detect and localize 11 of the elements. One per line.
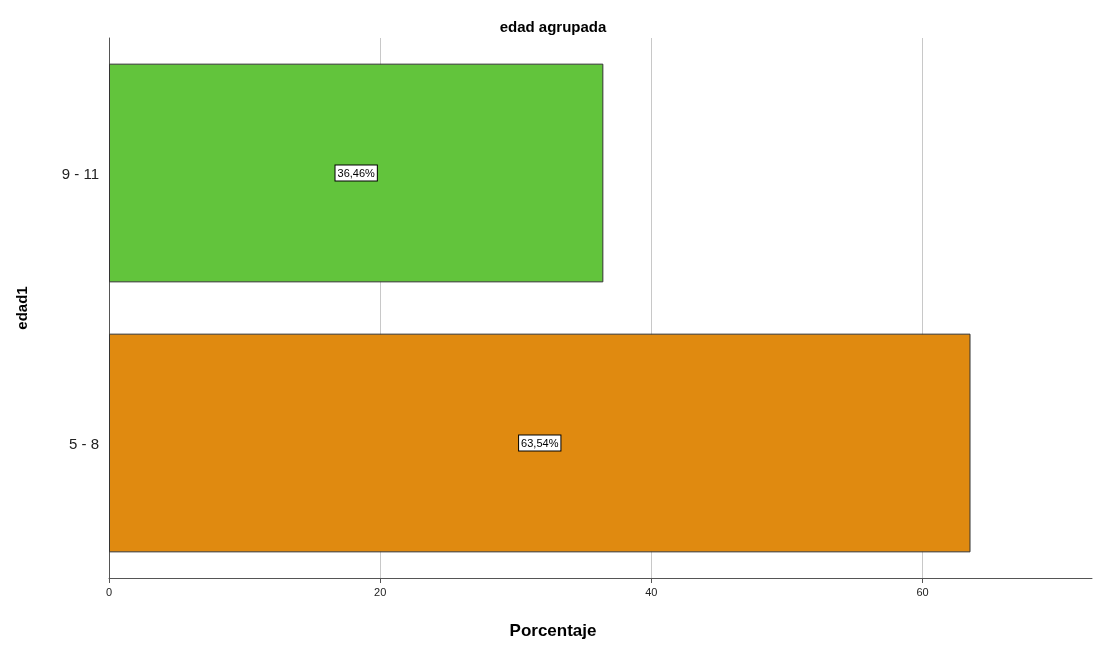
x-tick-label: 0	[105, 585, 113, 598]
y-axis-title: edad1	[13, 286, 30, 330]
y-tick-label: 9 - 11	[61, 164, 99, 182]
y-tick-label: 5 - 8	[68, 434, 99, 452]
x-tick-label: 20	[374, 585, 387, 598]
x-axis-title: Porcentaje	[509, 621, 597, 640]
chart-title: edad agrupada	[499, 18, 607, 35]
data-label: 63,54%	[521, 437, 559, 449]
x-tick-label: 40	[645, 585, 658, 598]
data-label: 36,46%	[337, 167, 376, 179]
x-tick-label: 60	[916, 585, 929, 598]
